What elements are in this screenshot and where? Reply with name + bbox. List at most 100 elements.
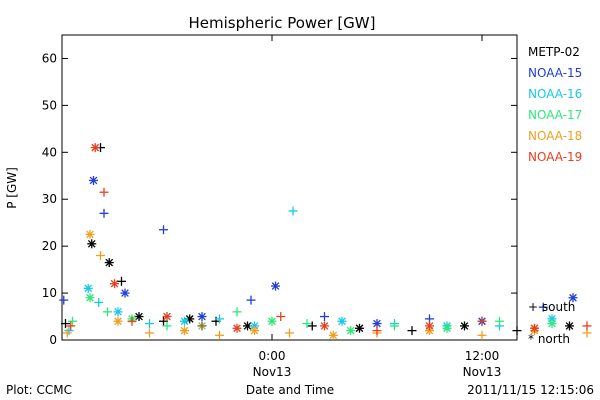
data-point	[320, 321, 329, 331]
data-point	[271, 281, 280, 291]
data-point	[425, 321, 434, 331]
data-point	[180, 326, 189, 336]
data-point	[538, 302, 548, 312]
data-point	[145, 319, 154, 329]
y-tick-label: 60	[42, 51, 57, 65]
data-point	[568, 293, 578, 303]
data-point	[302, 319, 312, 329]
data-point	[250, 326, 259, 336]
marker-legend-entry: + south	[528, 300, 575, 314]
legend-entry: NOAA-17	[528, 108, 582, 122]
data-point	[66, 321, 76, 331]
data-point	[390, 321, 399, 331]
data-point	[477, 330, 487, 340]
y-axis-ticks: 0 10 20 30 40 50 60	[42, 51, 517, 347]
data-point	[120, 288, 130, 298]
data-point	[83, 283, 93, 293]
x-tick-date-label: Nov13	[463, 365, 502, 379]
data-point	[442, 323, 452, 333]
data-point	[117, 276, 126, 286]
data-point	[320, 312, 329, 322]
data-point	[87, 239, 97, 249]
data-point	[113, 307, 123, 317]
legend-entry: NOAA-18	[528, 129, 582, 143]
data-point	[89, 175, 98, 185]
data-point	[64, 326, 74, 336]
data-point	[134, 312, 144, 322]
legend-entry: NOAA-19	[528, 150, 582, 164]
data-point	[407, 326, 417, 336]
data-point	[307, 321, 317, 331]
data-point	[99, 208, 109, 218]
data-point	[547, 319, 557, 329]
data-point	[110, 279, 119, 289]
data-point	[565, 321, 574, 331]
data-point	[276, 312, 286, 322]
chart-title: Hemispheric Power [GW]	[189, 14, 376, 32]
footer-timestamp: 2011/11/15 12:15:06	[467, 383, 594, 397]
data-point	[495, 316, 504, 326]
data-point	[285, 328, 294, 338]
data-point	[232, 323, 242, 333]
data-point	[159, 225, 168, 235]
data-point	[355, 323, 364, 333]
data-point	[197, 312, 207, 322]
x-axis-ticks: 0:00Nov1312:00Nov130:00Nov1412:00Nov140:…	[253, 35, 502, 379]
data-point	[103, 307, 112, 317]
data-point	[127, 316, 137, 326]
data-point	[180, 316, 189, 326]
y-axis-label: P [GW]	[5, 167, 19, 209]
data-point	[288, 206, 298, 216]
data-point	[243, 321, 252, 331]
y-tick-label: 30	[42, 192, 57, 206]
data-point	[85, 293, 95, 303]
data-point	[113, 316, 123, 326]
marker-legend: + south * north	[528, 300, 575, 346]
legend-entry: NOAA-15	[528, 66, 582, 80]
data-point	[232, 307, 242, 317]
data-point	[145, 328, 154, 338]
data-point	[346, 326, 356, 336]
data-point	[337, 316, 347, 326]
data-point	[512, 326, 522, 336]
x-tick-date-label: Nov13	[253, 365, 292, 379]
y-tick-label: 0	[49, 333, 57, 347]
data-point	[477, 316, 487, 326]
data-point	[104, 258, 114, 268]
data-points	[59, 143, 592, 340]
data-point	[215, 314, 224, 324]
x-axis-label: Date and Time	[246, 383, 334, 397]
x-tick-label: 0:00	[259, 349, 286, 363]
x-tick-label: 12:00	[465, 349, 500, 363]
footer-plot-source: Plot: CCMC	[6, 383, 72, 397]
data-point	[90, 143, 100, 153]
data-point	[162, 312, 172, 322]
marker-legend-entry: * north	[528, 332, 570, 346]
plot-area	[61, 34, 518, 341]
data-point	[159, 316, 168, 326]
legend: METP-02 NOAA-15 NOAA-16 NOAA-17 NOAA-18 NOAA-…	[528, 45, 582, 164]
data-point	[460, 321, 469, 331]
data-point	[59, 295, 69, 305]
y-tick-label: 10	[42, 286, 57, 300]
data-point	[372, 326, 382, 336]
data-point	[94, 297, 104, 307]
data-point	[62, 328, 72, 338]
data-point	[530, 323, 539, 333]
y-tick-label: 40	[42, 145, 57, 159]
y-tick-label: 20	[42, 239, 57, 253]
data-point	[197, 321, 207, 331]
data-point	[162, 321, 172, 331]
data-point	[85, 229, 95, 239]
data-point	[99, 187, 109, 197]
data-point	[328, 330, 338, 340]
data-point	[246, 295, 256, 305]
data-point	[96, 251, 105, 261]
data-point	[582, 321, 592, 331]
y-tick-label: 50	[42, 98, 57, 112]
legend-entry: METP-02	[528, 45, 580, 59]
data-point	[267, 316, 277, 326]
data-point	[61, 319, 70, 329]
data-point	[215, 330, 224, 340]
data-point	[68, 316, 77, 326]
